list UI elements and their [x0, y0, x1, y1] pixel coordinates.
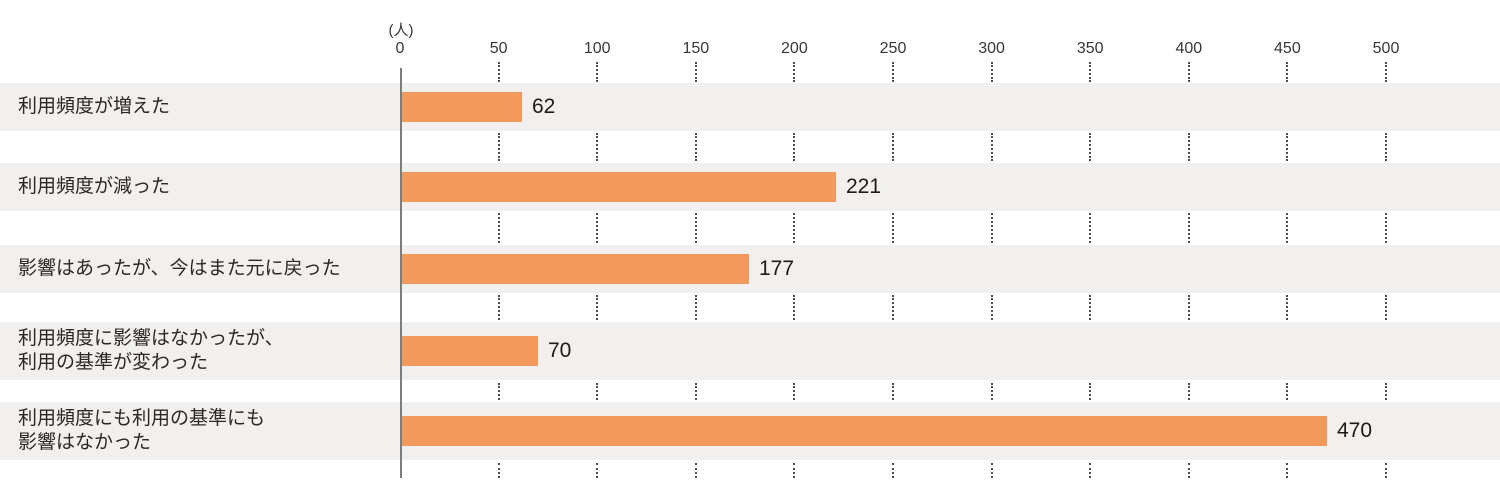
gridline [497, 295, 500, 320]
gridline [990, 62, 993, 82]
gridline [1089, 383, 1092, 400]
gridline [1187, 295, 1190, 320]
gridline [793, 213, 796, 243]
gridline [596, 133, 599, 161]
axis-unit-label: (人) [388, 22, 414, 39]
gridline [1089, 463, 1092, 478]
gridline [497, 213, 500, 243]
gridline [1385, 463, 1387, 478]
gridline [1286, 383, 1289, 400]
axis-tick-label: 400 [1175, 40, 1203, 57]
category-label: 利用頻度にも利用の基準にも 影響はなかった [18, 407, 266, 453]
gridline [1089, 295, 1092, 320]
gridline [694, 383, 697, 400]
gridline [793, 463, 796, 478]
value-label: 70 [548, 339, 572, 362]
gridline [892, 62, 894, 82]
gridline [892, 133, 894, 161]
gridline [1385, 133, 1387, 161]
value-label: 177 [759, 257, 795, 280]
gridline [892, 463, 894, 478]
gridline [1385, 62, 1387, 82]
gridline [990, 133, 993, 161]
axis-tick-label: 200 [781, 40, 808, 57]
axis-tick-label: 350 [1076, 40, 1104, 57]
gridline [1286, 295, 1289, 320]
gridline [1385, 383, 1387, 400]
gridline [694, 62, 697, 82]
axis-tick-label: 0 [395, 40, 405, 57]
gridline [596, 383, 599, 400]
bar [400, 336, 538, 366]
axis-tick-label: 250 [879, 40, 907, 57]
bar [400, 416, 1327, 446]
category-label: 影響はあったが、今はまた元に戻った [18, 257, 341, 279]
category-label: 利用頻度が減った [18, 175, 171, 197]
gridline [990, 213, 993, 243]
gridline [1286, 62, 1289, 82]
row-band [0, 245, 1500, 293]
gridline [1286, 213, 1289, 243]
gridline [990, 463, 993, 478]
gridline [694, 295, 697, 320]
bar [400, 254, 749, 284]
axis-tick-label: 500 [1372, 40, 1400, 57]
gridline [793, 62, 796, 82]
gridline [1385, 295, 1387, 320]
gridline [990, 295, 993, 320]
gridline [990, 383, 993, 400]
gridline [497, 62, 500, 82]
gridline [596, 295, 599, 320]
gridline [1385, 213, 1387, 243]
row-band [0, 83, 1500, 131]
gridline [892, 295, 894, 320]
gridline [1089, 213, 1092, 243]
gridline [694, 463, 697, 478]
gridline [1187, 133, 1190, 161]
gridline [1187, 62, 1190, 82]
gridline [694, 133, 697, 161]
category-label: 利用頻度に影響はなかったが、 利用の基準が変わった [18, 327, 284, 373]
gridline [596, 463, 599, 478]
gridline [793, 383, 796, 400]
gridline [1286, 463, 1289, 478]
gridline [1089, 62, 1092, 82]
category-label: 利用頻度が増えた [18, 95, 171, 117]
value-label: 221 [846, 175, 882, 198]
gridline [596, 62, 599, 82]
gridline [1187, 213, 1190, 243]
axis-tick-label: 450 [1274, 40, 1301, 57]
gridline [1089, 133, 1092, 161]
gridline [793, 295, 796, 320]
gridline [497, 133, 500, 161]
row-band [0, 322, 1500, 380]
axis-tick-label: 150 [682, 40, 710, 57]
axis-tick-label: 100 [583, 40, 611, 57]
gridline [497, 463, 500, 478]
value-label: 62 [532, 95, 556, 118]
gridline [1187, 383, 1190, 400]
gridline [1187, 463, 1190, 478]
gridline [892, 213, 894, 243]
axis-tick-label: 50 [489, 40, 508, 57]
bar [400, 92, 522, 122]
value-label: 470 [1337, 419, 1373, 442]
gridline [694, 213, 697, 243]
axis-line [400, 68, 402, 478]
bar [400, 172, 836, 202]
gridline [892, 383, 894, 400]
gridline [596, 213, 599, 243]
gridline [497, 383, 500, 400]
axis-tick-label: 300 [978, 40, 1005, 57]
gridline [793, 133, 796, 161]
gridline [1286, 133, 1289, 161]
